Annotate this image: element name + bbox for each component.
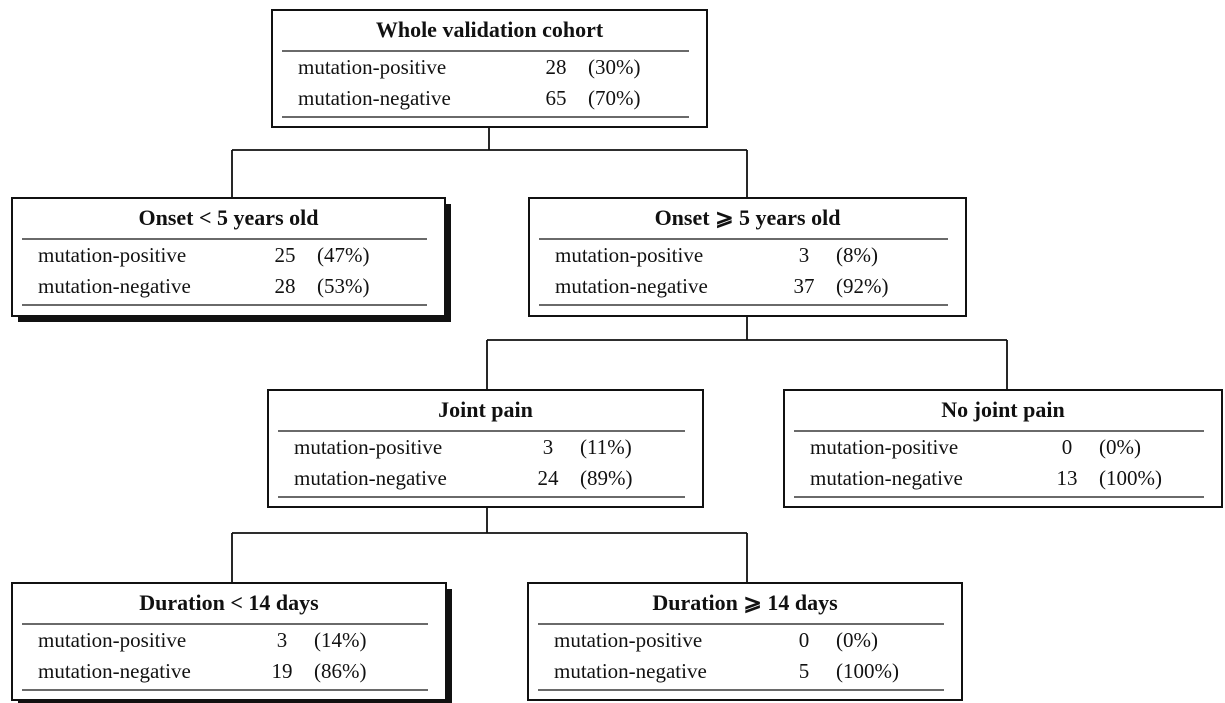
connector [231, 127, 748, 198]
row-count: 24 [538, 466, 560, 490]
row-count: 0 [799, 628, 810, 652]
row-count: 28 [275, 274, 296, 298]
row-percent: (0%) [1099, 435, 1141, 459]
row-count: 25 [275, 243, 296, 267]
row-label: mutation-positive [294, 435, 442, 459]
row-percent: (8%) [836, 243, 878, 267]
row-percent: (89%) [580, 466, 632, 490]
row-count: 13 [1057, 466, 1078, 490]
node-title: Onset ⩾ 5 years old [655, 205, 841, 230]
connector [231, 507, 748, 583]
row-percent: (53%) [317, 274, 369, 298]
row-label: mutation-negative [298, 86, 451, 110]
node-box [527, 582, 963, 701]
node-box [267, 389, 704, 508]
row-percent: (86%) [314, 659, 366, 683]
tree-node: Duration ⩾ 14 days mutation-positive 0 (0%)… [527, 582, 963, 701]
row-percent: (11%) [580, 435, 632, 459]
row-percent: (70%) [588, 86, 640, 110]
tree-node: No joint pain mutation-positive 0 (0%) mutat… [783, 389, 1223, 508]
row-label: mutation-positive [38, 243, 186, 267]
tree-node: Duration < 14 days mutation-positive 3 (14%… [11, 582, 452, 703]
node-title: Duration < 14 days [139, 590, 319, 615]
row-percent: (14%) [314, 628, 366, 652]
connectors [231, 127, 1008, 583]
node-title: No joint pain [941, 397, 1064, 422]
row-label: mutation-negative [294, 466, 447, 490]
node-title: Duration ⩾ 14 days [652, 590, 838, 615]
node-box [528, 197, 967, 317]
row-label: mutation-positive [298, 55, 446, 79]
node-box [271, 9, 708, 128]
row-label: mutation-negative [810, 466, 963, 490]
row-percent: (0%) [836, 628, 878, 652]
node-title: Whole validation cohort [376, 17, 604, 42]
row-label: mutation-positive [554, 628, 702, 652]
row-label: mutation-positive [555, 243, 703, 267]
tree-node: Joint pain mutation-positive 3 (11%) mutatio… [267, 389, 704, 508]
tree-node: Whole validation cohort mutation-positive… [271, 9, 708, 128]
row-count: 3 [277, 628, 288, 652]
row-percent: (100%) [1099, 466, 1162, 490]
row-percent: (100%) [836, 659, 899, 683]
row-label: mutation-positive [810, 435, 958, 459]
row-label: mutation-negative [38, 659, 191, 683]
row-count: 3 [799, 243, 810, 267]
row-label: mutation-negative [554, 659, 707, 683]
row-label: mutation-negative [38, 274, 191, 298]
row-count: 37 [794, 274, 815, 298]
node-title: Joint pain [438, 397, 533, 422]
row-percent: (30%) [588, 55, 640, 79]
connector [486, 316, 1008, 390]
tree-node: Onset < 5 years old mutation-positive 25 (4… [11, 197, 451, 322]
row-count: 5 [799, 659, 810, 683]
row-count: 19 [272, 659, 293, 683]
row-label: mutation-negative [555, 274, 708, 298]
row-count: 65 [546, 86, 567, 110]
node-box [11, 582, 447, 701]
row-count: 28 [546, 55, 567, 79]
row-percent: (92%) [836, 274, 888, 298]
row-percent: (47%) [317, 243, 369, 267]
row-count: 3 [543, 435, 554, 459]
node-title: Onset < 5 years old [139, 205, 319, 230]
node-box [783, 389, 1223, 508]
row-count: 0 [1062, 435, 1073, 459]
node-box [11, 197, 446, 317]
row-label: mutation-positive [38, 628, 186, 652]
tree-node: Onset ⩾ 5 years old mutation-positive 3 (8%… [528, 197, 967, 317]
